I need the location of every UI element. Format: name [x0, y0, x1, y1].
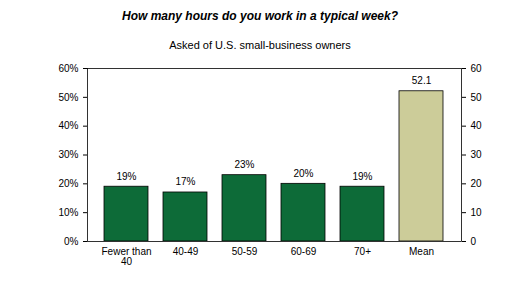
svg-text:Fewer than40: Fewer than40 [101, 246, 151, 267]
svg-text:40%: 40% [58, 120, 78, 131]
svg-text:50: 50 [471, 92, 483, 103]
svg-text:30%: 30% [58, 149, 78, 160]
svg-text:20%: 20% [293, 168, 313, 179]
svg-text:0%: 0% [64, 236, 79, 247]
svg-text:20: 20 [471, 178, 483, 189]
svg-text:50-59: 50-59 [232, 246, 258, 257]
svg-text:10: 10 [471, 207, 483, 218]
svg-text:40: 40 [471, 120, 483, 131]
html-text:How many hours do you work in: How many hours do you work in a typical … [122, 9, 398, 23]
svg-text:40-49: 40-49 [173, 246, 199, 257]
svg-text:23%: 23% [234, 159, 254, 170]
svg-text:60: 60 [471, 63, 483, 74]
svg-text:60%: 60% [58, 63, 78, 74]
svg-text:17%: 17% [175, 176, 195, 187]
svg-text:19%: 19% [352, 171, 372, 182]
html-text:Asked of U.S. small-business o: Asked of U.S. small-business owners [169, 39, 351, 51]
svg-text:50%: 50% [58, 92, 78, 103]
svg-text:52.1: 52.1 [412, 75, 432, 86]
svg-text:0: 0 [471, 236, 477, 247]
svg-text:20%: 20% [58, 178, 78, 189]
svg-text:60-69: 60-69 [291, 246, 317, 257]
svg-text:10%: 10% [58, 207, 78, 218]
svg-text:30: 30 [471, 149, 483, 160]
svg-text:70+: 70+ [354, 246, 371, 257]
svg-text:Mean: Mean [409, 246, 434, 257]
svg-text:19%: 19% [116, 171, 136, 182]
